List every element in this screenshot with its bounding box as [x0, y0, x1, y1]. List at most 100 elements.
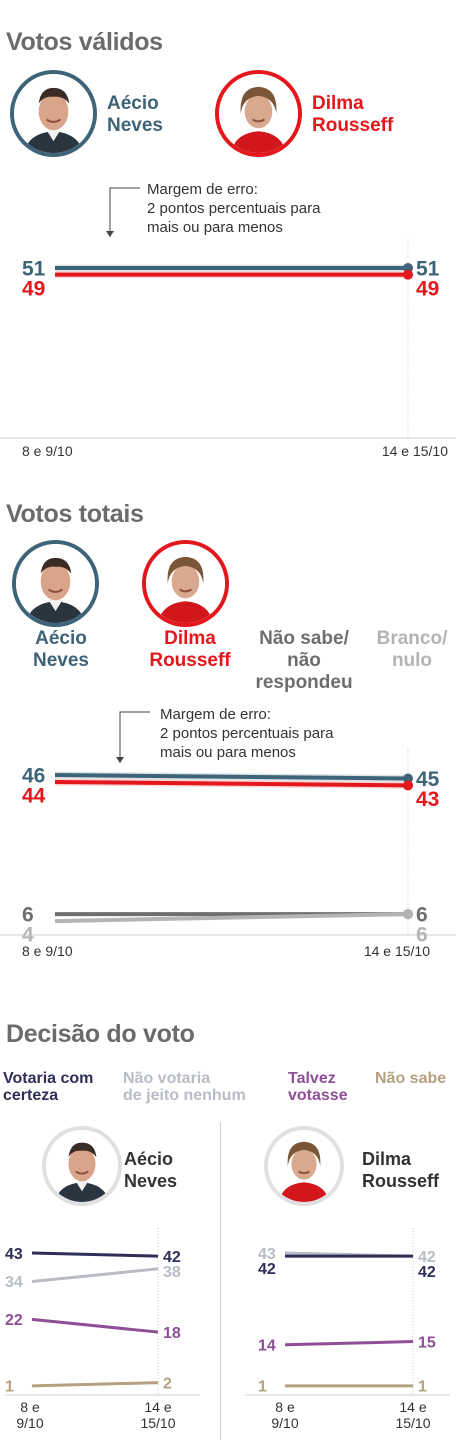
dilma-last-name: Rousseff	[312, 115, 394, 136]
margin-arrow-head	[116, 757, 124, 763]
margin-note-line: Margem de erro:	[147, 181, 258, 198]
x-tick-label: 14 e	[399, 1399, 426, 1415]
x-tick-label: 14 e	[144, 1399, 171, 1415]
section-title-decisao: Decisão do voto	[6, 1020, 195, 1048]
margin-note-line: mais ou para menos	[147, 219, 283, 236]
series-line	[284, 1340, 414, 1347]
margin-note-line: 2 pontos percentuais para	[147, 200, 321, 217]
value-label-start: 22	[5, 1312, 23, 1329]
value-label-start: 42	[258, 1261, 276, 1278]
value-label-end: 42	[418, 1249, 436, 1266]
x-tick-label: 15/10	[140, 1415, 175, 1431]
series-line	[54, 912, 409, 924]
legend-line: votasse	[288, 1087, 348, 1104]
aecio-last-name: Neves	[107, 115, 163, 136]
aecio-avatar-decisao	[42, 1126, 122, 1206]
value-label-start: 14	[258, 1337, 276, 1354]
value-label-end: 6	[416, 924, 428, 947]
value-label-end: 15	[418, 1334, 436, 1351]
aecio-name-totais: Aécio Neves	[30, 628, 92, 672]
value-label-start: 4	[22, 924, 34, 947]
x-tick-label: 14 e 15/10	[382, 443, 448, 459]
value-label-end: 2	[163, 1375, 172, 1392]
series-end-point	[403, 780, 413, 791]
value-label-start: 44	[22, 785, 46, 808]
section-title-validos: Votos válidos	[6, 28, 163, 56]
dilma-first-name: Dilma	[164, 628, 216, 649]
aecio-last-name: Neves	[124, 1171, 178, 1191]
value-label-start: 6	[22, 904, 34, 927]
aecio-name-decisao: Aécio Neves	[124, 1148, 177, 1192]
value-label-end: 45	[416, 768, 440, 791]
series-line	[54, 779, 409, 788]
margin-note-line: 2 pontos percentuais para	[160, 725, 334, 742]
value-label-end: 18	[163, 1325, 181, 1342]
x-tick-label: 8 e	[275, 1399, 295, 1415]
value-label-start: 34	[5, 1274, 23, 1291]
label-line: Não sabe/	[259, 628, 349, 649]
dilma-last-name: Rousseff	[362, 1171, 440, 1191]
x-tick-label: 9/10	[271, 1415, 298, 1431]
value-label-end: 42	[163, 1249, 181, 1266]
x-tick-label: 15/10	[395, 1415, 430, 1431]
legend-votaria-com-certeza: Votaria com certeza	[3, 1070, 93, 1104]
dilma-avatar-decisao	[264, 1126, 344, 1206]
label-line: respondeu	[255, 672, 353, 693]
series-line	[31, 1381, 159, 1388]
value-label-end: 38	[163, 1264, 181, 1281]
series-end-point	[403, 773, 413, 784]
aecio-avatar	[10, 70, 97, 157]
x-tick-label: 8 e 9/10	[22, 943, 73, 959]
margin-note-validos: Margem de erro: 2 pontos percentuais par…	[147, 180, 320, 237]
value-label-end: 51	[416, 258, 440, 281]
dilma-avatar	[215, 70, 302, 157]
nao-sabe-respondeu-label: Não sabe/ não respondeu	[250, 628, 358, 694]
margin-note-line: mais ou para menos	[160, 744, 296, 761]
legend-line: Talvez	[288, 1070, 336, 1087]
value-label-end: 43	[416, 788, 439, 811]
legend-talvez-votasse: Talvez votasse	[288, 1070, 348, 1104]
aecio-last-name: Neves	[33, 650, 89, 671]
label-line: Branco/	[376, 628, 448, 649]
aecio-first-name: Aécio	[35, 628, 87, 649]
margin-arrow-line	[109, 187, 140, 237]
section-title-totais: Votos totais	[6, 500, 144, 528]
aecio-first-name: Aécio	[124, 1149, 174, 1169]
series-line	[31, 1251, 159, 1258]
aecio-first-name: Aécio	[107, 93, 159, 114]
margin-note-line: Margem de erro:	[160, 706, 271, 723]
dilma-name-totais: Dilma Rousseff	[145, 628, 235, 672]
margin-arrow-head	[106, 231, 114, 237]
dilma-avatar-totais	[142, 540, 229, 627]
legend-line: de jeito nenhum	[123, 1087, 246, 1104]
value-label-end: 6	[416, 904, 428, 927]
dilma-first-name: Dilma	[362, 1149, 412, 1169]
value-label-end: 49	[416, 278, 439, 301]
legend-line: Votaria com	[3, 1070, 94, 1087]
value-label-start: 51	[22, 258, 46, 281]
value-label-start: 43	[5, 1246, 23, 1263]
series-line	[31, 1267, 159, 1283]
x-tick-label: 14 e 15/10	[364, 943, 430, 959]
legend-nao-votaria: Não votaria de jeito nenhum	[123, 1070, 246, 1104]
branco-nulo-label: Branco/ nulo	[372, 628, 452, 672]
x-tick-label: 8 e 9/10	[22, 443, 73, 459]
dilma-last-name: Rousseff	[149, 650, 231, 671]
series-end-point	[403, 269, 413, 280]
value-label-end: 1	[418, 1379, 427, 1396]
panel-divider	[220, 1122, 221, 1440]
x-tick-label: 8 e	[20, 1399, 40, 1415]
dilma-first-name: Dilma	[312, 93, 364, 114]
margin-note-totais: Margem de erro: 2 pontos percentuais par…	[160, 705, 333, 762]
value-label-start: 1	[5, 1379, 14, 1396]
aecio-avatar-totais	[12, 540, 99, 627]
series-line	[54, 773, 409, 781]
value-label-end: 42	[418, 1264, 436, 1281]
label-line: não	[287, 650, 321, 671]
value-label-start: 49	[22, 278, 45, 301]
dilma-name-decisao: Dilma Rousseff	[362, 1148, 439, 1192]
value-label-start: 43	[258, 1246, 276, 1263]
